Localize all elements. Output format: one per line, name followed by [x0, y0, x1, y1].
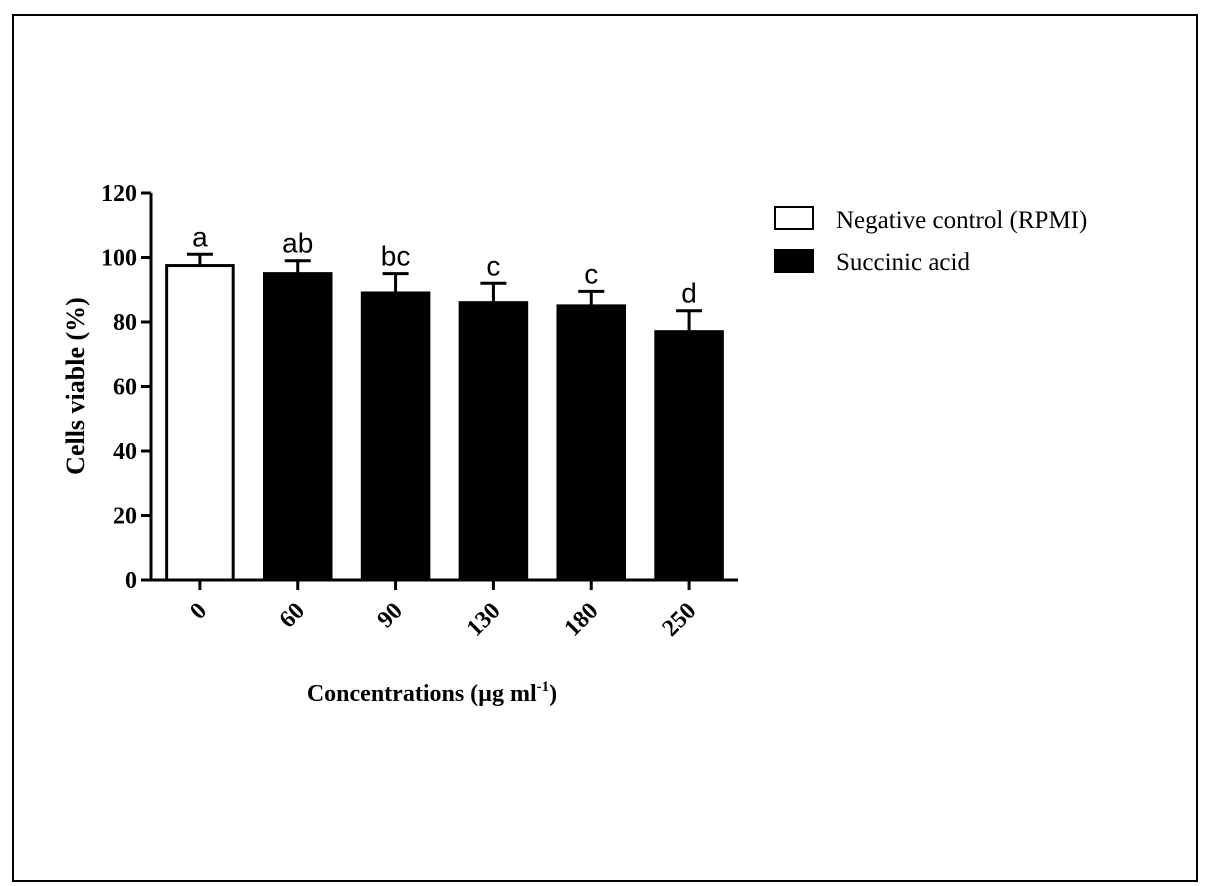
legend-swatch-control — [774, 206, 814, 230]
y-tick-label: 0 — [125, 568, 137, 594]
significance-label: a — [192, 221, 208, 252]
y-tick-label: 120 — [101, 181, 137, 207]
y-axis-label: Cells viable (%) — [61, 297, 90, 475]
bar — [654, 330, 724, 582]
bar — [556, 304, 627, 582]
significance-label: bc — [381, 241, 411, 272]
x-axis: 0 60 90 130 180 250 — [151, 578, 738, 642]
y-tick-label: 60 — [113, 375, 137, 401]
y-tick-label: 40 — [113, 439, 137, 465]
significance-label: d — [681, 278, 697, 309]
x-tick-label: 90 — [372, 598, 407, 633]
bar — [165, 264, 235, 582]
x-axis-label-main: Concentrations (µg ml — [307, 681, 537, 707]
x-axis-label-superscript: -1 — [537, 679, 550, 695]
legend-label-succinic: Succinic acid — [836, 249, 970, 276]
plot-area: a ab bc c c d — [165, 221, 724, 582]
x-tick-label: 180 — [560, 598, 604, 642]
y-axis: 0 20 40 60 80 100 120 — [101, 181, 153, 594]
significance-label: ab — [282, 228, 313, 259]
y-tick-label: 80 — [113, 310, 137, 336]
x-tick-label: 130 — [462, 598, 506, 642]
y-tick-label: 20 — [113, 504, 137, 530]
bar — [360, 291, 431, 582]
legend-swatch-succinic — [774, 249, 814, 273]
legend-label-control: Negative control (RPMI) — [836, 207, 1087, 234]
x-tick-label: 0 — [185, 598, 212, 625]
bar — [262, 272, 333, 582]
significance-label: c — [584, 258, 598, 289]
legend: Negative control (RPMI) Succinic acid — [774, 206, 1087, 276]
x-tick-label: 60 — [275, 598, 310, 633]
x-axis-label-close: ) — [549, 681, 557, 707]
significance-label: c — [486, 250, 500, 281]
x-axis-label: Concentrations (µg ml-1) — [307, 679, 557, 707]
x-tick-label: 250 — [657, 598, 701, 642]
y-tick-label: 100 — [101, 246, 137, 272]
bar — [458, 301, 529, 582]
